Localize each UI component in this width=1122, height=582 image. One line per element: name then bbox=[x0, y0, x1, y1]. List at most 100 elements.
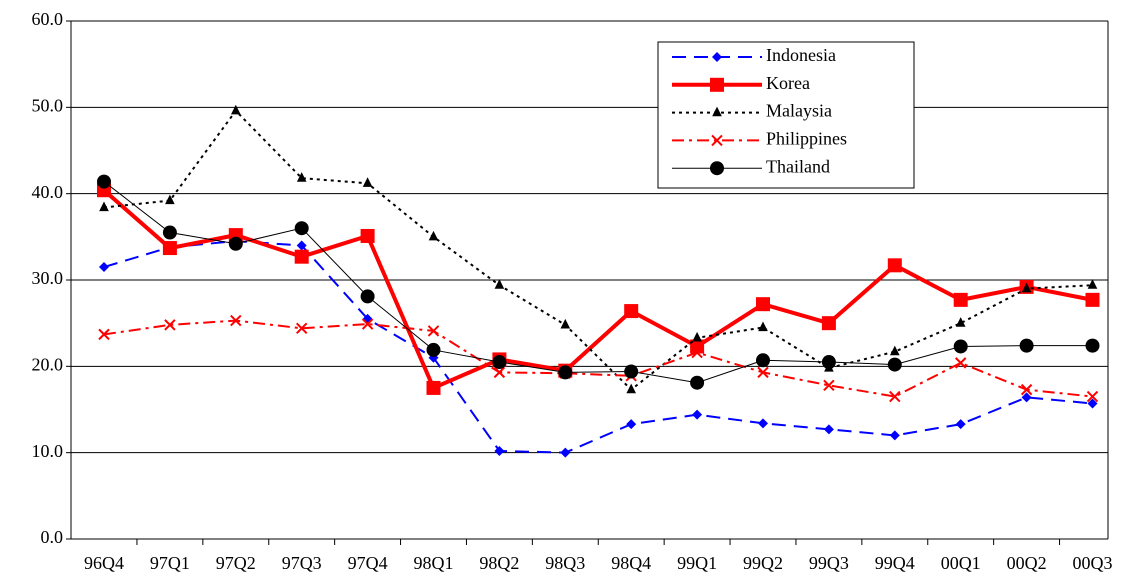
series-line bbox=[102, 188, 1093, 391]
marker bbox=[231, 104, 241, 115]
marker bbox=[492, 355, 507, 370]
marker bbox=[1085, 338, 1100, 353]
x-tick-label: 99Q4 bbox=[875, 553, 915, 573]
marker bbox=[360, 228, 375, 243]
x-tick-label: 99Q2 bbox=[743, 553, 783, 573]
marker bbox=[294, 221, 309, 236]
x-tick-label: 98Q4 bbox=[611, 553, 651, 573]
marker bbox=[710, 161, 724, 176]
legend-label: Indonesia bbox=[766, 45, 836, 65]
x-tick-label: 00Q3 bbox=[1073, 553, 1113, 573]
marker bbox=[821, 316, 836, 331]
series-line bbox=[103, 319, 1093, 398]
x-tick-label: 99Q1 bbox=[677, 553, 717, 573]
marker bbox=[757, 366, 769, 379]
marker bbox=[756, 353, 770, 368]
marker bbox=[1085, 292, 1100, 307]
y-tick-label: 60.0 bbox=[32, 9, 64, 29]
marker bbox=[560, 447, 571, 458]
marker bbox=[295, 322, 308, 335]
marker bbox=[162, 241, 177, 256]
marker bbox=[360, 289, 375, 304]
marker bbox=[821, 355, 836, 370]
marker bbox=[1021, 282, 1032, 293]
legend-label: Philippines bbox=[766, 129, 847, 149]
x-tick-label: 97Q3 bbox=[282, 553, 322, 573]
marker bbox=[165, 194, 175, 205]
x-tick-label: 97Q2 bbox=[216, 553, 256, 573]
marker bbox=[710, 77, 724, 92]
x-tick-label: 99Q3 bbox=[809, 553, 849, 573]
marker bbox=[692, 409, 703, 420]
marker bbox=[692, 331, 702, 342]
marker bbox=[296, 240, 307, 251]
marker bbox=[955, 419, 966, 430]
marker bbox=[626, 383, 636, 394]
marker bbox=[887, 357, 902, 372]
marker bbox=[97, 174, 111, 189]
marker bbox=[1020, 383, 1033, 396]
marker bbox=[889, 390, 901, 403]
marker bbox=[294, 249, 309, 264]
y-tick-label: 50.0 bbox=[32, 95, 64, 115]
marker bbox=[823, 424, 834, 435]
marker bbox=[953, 339, 968, 354]
marker bbox=[955, 317, 966, 327]
marker bbox=[427, 325, 440, 337]
y-tick-label: 40.0 bbox=[32, 182, 64, 202]
marker bbox=[98, 328, 110, 341]
marker bbox=[162, 225, 177, 240]
series bbox=[99, 236, 1098, 458]
marker bbox=[954, 357, 967, 369]
x-tick-label: 98Q1 bbox=[414, 553, 454, 573]
marker bbox=[823, 379, 835, 392]
marker bbox=[758, 418, 768, 429]
marker bbox=[1021, 392, 1032, 403]
marker bbox=[711, 134, 723, 147]
y-tick-label: 0.0 bbox=[41, 527, 64, 547]
marker bbox=[99, 262, 109, 273]
series-line bbox=[103, 240, 1093, 454]
marker bbox=[1087, 398, 1098, 409]
legend: Indonesia Korea Malaysia Philippines Thailan… bbox=[657, 41, 915, 189]
x-tick-label: 96Q4 bbox=[84, 553, 124, 573]
marker bbox=[712, 106, 722, 117]
marker bbox=[691, 346, 703, 359]
x-tick-label: 98Q3 bbox=[545, 553, 585, 573]
x-tick-label: 97Q4 bbox=[348, 553, 388, 573]
x-tick-label: 00Q1 bbox=[941, 553, 981, 573]
marker bbox=[712, 52, 722, 62]
legend-label: Korea bbox=[766, 73, 810, 93]
marker bbox=[428, 230, 439, 241]
x-tick-label: 97Q1 bbox=[150, 553, 190, 573]
marker bbox=[624, 304, 639, 319]
x-tick-label: 98Q2 bbox=[479, 553, 519, 573]
marker bbox=[362, 177, 373, 187]
marker bbox=[296, 172, 307, 182]
series-line bbox=[103, 109, 1093, 391]
marker bbox=[626, 419, 637, 430]
y-tick-label: 20.0 bbox=[32, 354, 64, 374]
marker bbox=[560, 318, 571, 329]
marker bbox=[624, 364, 639, 379]
marker bbox=[493, 366, 506, 379]
legend-label: Thailand bbox=[766, 156, 830, 176]
legend-box bbox=[657, 41, 915, 189]
marker bbox=[426, 342, 441, 357]
marker bbox=[558, 365, 573, 380]
series-line bbox=[103, 181, 1093, 384]
marker bbox=[1019, 338, 1034, 353]
legend-label: Malaysia bbox=[766, 101, 832, 121]
marker bbox=[228, 236, 243, 251]
marker bbox=[494, 279, 505, 289]
y-tick-label: 30.0 bbox=[32, 268, 64, 288]
marker bbox=[756, 297, 770, 312]
marker bbox=[426, 380, 441, 395]
marker bbox=[99, 201, 109, 212]
marker bbox=[889, 430, 900, 441]
marker bbox=[1086, 390, 1099, 403]
marker bbox=[690, 375, 705, 390]
marker bbox=[1087, 279, 1098, 289]
